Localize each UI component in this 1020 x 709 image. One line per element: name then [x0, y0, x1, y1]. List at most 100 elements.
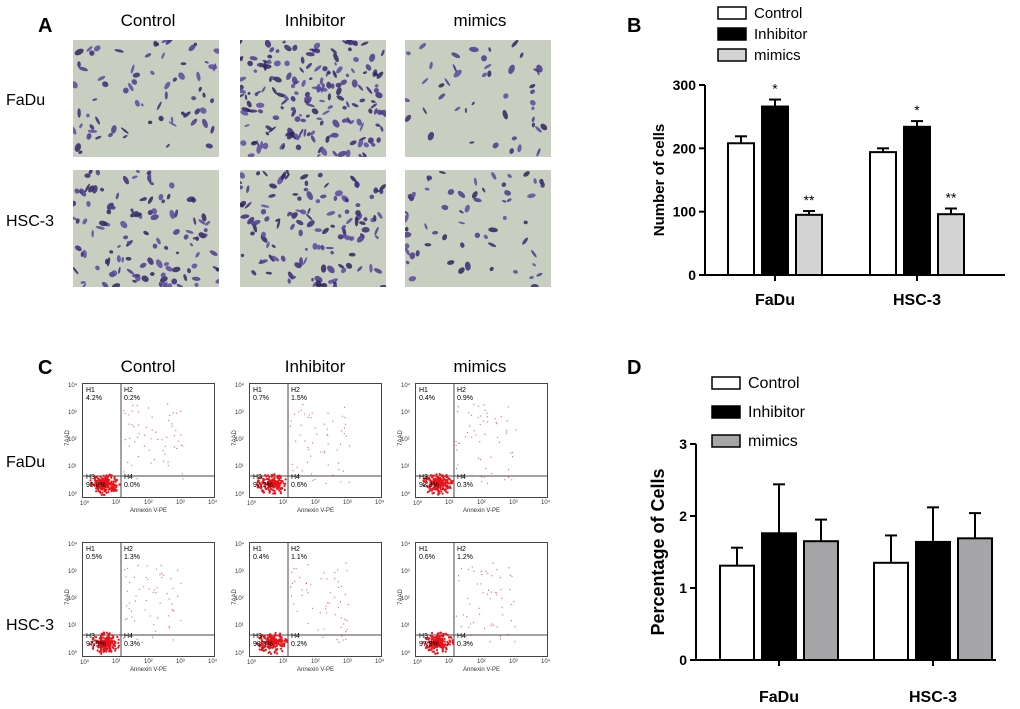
flow-x-tick: 10⁴ [541, 659, 551, 665]
flow-x-axis-label: Annexin V-PE [130, 667, 168, 673]
micrograph-fadu-control [73, 40, 219, 157]
micrograph-hsc3-mimics [405, 170, 551, 287]
panel-c-col-mimics: mimics [453, 357, 507, 376]
flow-y-tick: 10³ [235, 569, 244, 575]
bar [727, 142, 755, 276]
quadrant-label-h2: H2 1.3% [124, 546, 140, 561]
quadrant-label-h3: H3 97.2% [253, 474, 273, 489]
panel-a-col-inhibitor: Inhibitor [284, 11, 346, 30]
bar [869, 151, 897, 276]
flow-plot: H1 0.5% H2 1.3% H3 97.9% H4 0.3% [82, 542, 215, 657]
flow-y-tick: 10⁴ [401, 542, 411, 548]
legend-label: Inhibitor [748, 404, 806, 421]
flow-x-axis-label: Annexin V-PE [297, 667, 335, 673]
bar [903, 125, 931, 276]
y-tick-label: 300 [673, 77, 697, 93]
panel-c-col-control: Control [120, 357, 176, 376]
y-axis-label: Number of cells [651, 124, 668, 237]
bar [761, 105, 789, 276]
significance-label: ** [804, 192, 815, 208]
flow-y-tick: 10³ [401, 410, 410, 416]
quadrant-label-h3: H3 97.9% [86, 633, 106, 648]
bar [915, 540, 951, 661]
category-label: FaDu [755, 292, 795, 309]
flow-y-tick: 10³ [68, 569, 77, 575]
panel-c-row-hsc3: HSC-3 [6, 617, 55, 634]
micrograph-hsc3-control [73, 170, 219, 287]
y-axis-label: Percentage of Cells [648, 468, 668, 635]
legend-swatch [711, 434, 741, 448]
panel-c-row-fadu: FaDu [6, 454, 46, 471]
quadrant-label-h1: H1 0.7% [253, 387, 269, 402]
flow-x-axis-label: Annexin V-PE [463, 667, 501, 673]
flow-y-tick: 10¹ [235, 623, 244, 629]
quadrant-label-h1: H1 0.4% [253, 546, 269, 561]
flow-x-axis-label: Annexin V-PE [130, 508, 168, 514]
flow-x-tick: 10⁰ [80, 660, 90, 666]
flow-x-tick: 10⁴ [208, 500, 218, 506]
bar [719, 564, 755, 661]
quadrant-label-h2: H2 0.9% [457, 387, 473, 402]
flow-y-tick: 10³ [235, 410, 244, 416]
flow-x-tick: 10³ [509, 659, 518, 665]
panel-a-letter: A [38, 15, 53, 37]
flow-y-tick: 10² [68, 596, 77, 602]
flow-y-tick: 10¹ [68, 623, 77, 629]
flow-x-tick: 10¹ [445, 659, 454, 665]
flow-x-tick: 10³ [176, 500, 185, 506]
category-label: FaDu [759, 689, 799, 706]
flow-plot: H1 0.4% H2 0.9% H3 98.3% H4 0.3% [415, 383, 548, 498]
quadrant-label-h2: H2 1.2% [457, 546, 473, 561]
flow-plot: H1 0.6% H2 1.2% H3 97.8% H4 0.3% [415, 542, 548, 657]
micrograph-hsc3-inhibitor [240, 170, 386, 287]
flow-x-tick: 10⁰ [80, 501, 90, 507]
panel-c-letter: C [38, 357, 53, 379]
flow-x-tick: 10¹ [112, 500, 121, 506]
legend-swatch [717, 48, 747, 62]
flow-y-tick: 10⁴ [235, 542, 245, 548]
category-label: HSC-3 [909, 689, 957, 706]
category-label: HSC-3 [893, 292, 941, 309]
flow-x-axis-label: Annexin V-PE [297, 508, 335, 514]
flow-plot: H1 0.7% H2 1.5% H3 97.2% H4 0.6% [249, 383, 382, 498]
legend-label: Inhibitor [754, 26, 807, 43]
quadrant-label-h4: H4 0.0% [124, 474, 140, 489]
flow-y-axis-label: 7AAD [64, 430, 71, 446]
flow-y-axis-label: 7AAD [64, 589, 71, 605]
flow-y-tick: 10⁰ [235, 492, 245, 498]
quadrant-label-h2: H2 1.1% [291, 546, 307, 561]
flow-y-tick: 10² [235, 596, 244, 602]
flow-y-axis-label: 7AAD [231, 589, 238, 605]
quadrant-label-h3: H3 97.8% [419, 633, 439, 648]
flow-y-tick: 10³ [68, 410, 77, 416]
bar [937, 213, 965, 276]
flow-x-tick: 10⁴ [541, 500, 551, 506]
quadrant-label-h4: H4 0.6% [291, 474, 307, 489]
flow-y-tick: 10⁴ [401, 383, 411, 389]
significance-label: * [914, 102, 920, 118]
y-tick-label: 100 [673, 204, 697, 220]
flow-y-tick: 10¹ [401, 464, 410, 470]
quadrant-label-h4: H4 0.3% [124, 633, 140, 648]
flow-y-axis-label: 7AAD [397, 589, 404, 605]
quadrant-label-h3: H3 98.3% [419, 474, 439, 489]
flow-x-tick: 10⁰ [413, 660, 423, 666]
flow-x-tick: 10³ [343, 659, 352, 665]
y-tick-label: 0 [679, 652, 687, 668]
bar [761, 532, 797, 661]
y-tick-label: 2 [679, 508, 687, 524]
quadrant-label-h2: H2 1.5% [291, 387, 307, 402]
quadrant-label-h4: H4 0.2% [291, 633, 307, 648]
micrograph-fadu-inhibitor [240, 40, 386, 157]
flow-y-tick: 10⁰ [401, 651, 411, 657]
flow-x-tick: 10³ [343, 500, 352, 506]
legend-label: mimics [748, 433, 798, 450]
flow-x-tick: 10⁰ [247, 501, 257, 507]
flow-y-tick: 10⁴ [68, 542, 78, 548]
flow-x-axis-label: Annexin V-PE [463, 508, 501, 514]
legend-swatch [711, 376, 741, 390]
legend-swatch [717, 6, 747, 20]
quadrant-label-h1: H1 4.2% [86, 387, 102, 402]
flow-x-tick: 10² [144, 659, 153, 665]
